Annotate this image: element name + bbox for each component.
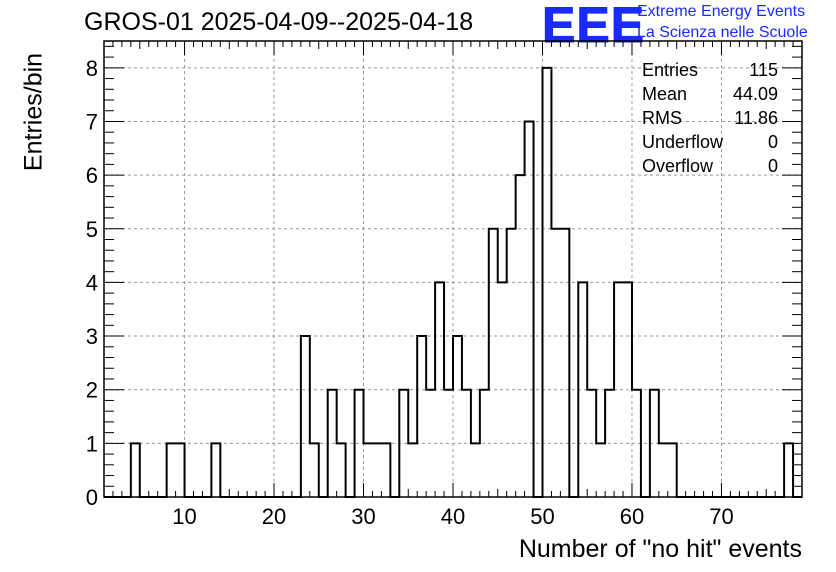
histogram-bin [211,443,220,497]
histogram-bin [408,443,417,497]
histogram-bin [417,336,426,497]
histogram-bin [668,443,677,497]
x-tick-label: 30 [351,504,375,529]
histogram-bin [551,229,560,497]
stats-row-mean: Mean 44.09 [642,82,778,106]
y-tick-label: 8 [86,56,98,81]
histogram-bin [176,443,185,497]
histogram-bin [381,443,390,497]
x-tick-label: 70 [709,504,733,529]
stats-value: 11.86 [734,108,778,128]
stats-label: Entries [642,60,699,80]
logo-line-1: Extreme Energy Events [637,3,806,20]
x-tick-label: 50 [530,504,554,529]
stats-row-overflow: Overflow 0 [642,154,778,178]
stats-row-entries: Entries 115 [642,58,778,82]
histogram-bin [453,336,462,497]
x-tick-label: 40 [441,504,465,529]
stats-row-underflow: Underflow 0 [642,130,778,154]
histogram-bin [560,229,569,497]
stats-label: Underflow [642,132,724,152]
y-tick-label: 2 [86,378,98,403]
y-tick-label: 4 [86,270,98,295]
stats-label: Mean [642,84,688,104]
histogram-series [104,66,802,498]
y-tick-label: 7 [86,109,98,134]
eee-logo: EEE [541,0,646,53]
y-tick-label: 3 [86,324,98,349]
histogram-bin [301,336,310,497]
x-axis-label: Number of "no hit" events [518,535,802,563]
x-tick-label: 10 [172,504,196,529]
y-tick-label: 1 [86,431,98,456]
stats-label: Overflow [642,156,714,176]
histogram-bin [659,443,668,497]
y-tick-label: 5 [86,217,98,242]
stats-row-rms: RMS 11.86 [642,106,778,130]
y-tick-label: 6 [86,163,98,188]
stats-label: RMS [642,108,682,128]
histogram-bin [337,443,346,497]
stats-value: 44.09 [732,84,778,104]
histogram-bin [471,443,480,497]
y-tick-label: 0 [86,485,98,510]
stats-value: 115 [749,60,778,80]
histogram-bin [372,443,381,497]
logo-line-2: La Scienza nelle Scuole [637,24,808,41]
stats-box: Entries 115 Mean 44.09 RMS 11.86 Underflow 0… [642,58,778,178]
stats-value: 0 [767,132,778,152]
histogram-bin [364,443,373,497]
x-tick-label: 60 [620,504,644,529]
histogram-bin [525,121,534,497]
histogram-bin [596,443,605,497]
histogram-bin [167,443,176,497]
histogram-bin [784,443,793,497]
histogram-bin [489,229,498,497]
histogram-bin [507,229,516,497]
x-tick-label: 20 [262,504,286,529]
histogram-bin [131,443,140,497]
stats-value: 0 [767,156,778,176]
chart-title: GROS-01 2025-04-09--2025-04-18 [84,8,474,36]
histogram-bin [310,443,319,497]
